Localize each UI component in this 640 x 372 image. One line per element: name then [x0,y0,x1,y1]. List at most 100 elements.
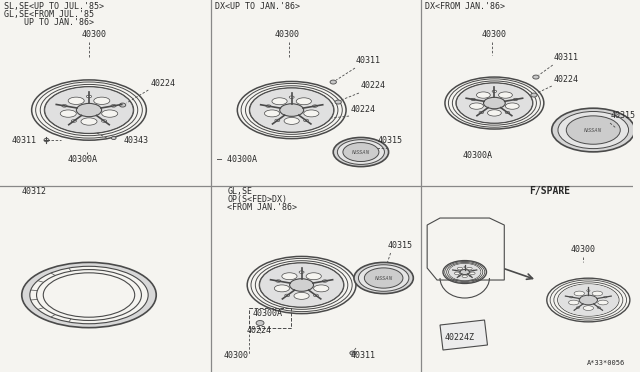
Ellipse shape [505,111,509,113]
Text: 40224: 40224 [361,81,386,90]
Ellipse shape [333,138,388,167]
Text: 40315: 40315 [610,111,635,120]
Ellipse shape [473,270,474,271]
Ellipse shape [597,307,600,308]
Ellipse shape [354,262,413,294]
Ellipse shape [513,98,518,100]
Ellipse shape [266,105,271,107]
Ellipse shape [76,103,102,117]
Text: <FROM JAN.'86>: <FROM JAN.'86> [227,203,298,212]
Ellipse shape [350,351,356,355]
Text: 40311: 40311 [12,136,37,145]
Ellipse shape [364,268,403,288]
Ellipse shape [506,103,519,109]
Text: A*33*0056: A*33*0056 [587,360,625,366]
Ellipse shape [479,111,484,113]
Ellipse shape [476,92,490,98]
Text: DX<FROM JAN.'86>: DX<FROM JAN.'86> [425,2,505,11]
Ellipse shape [449,264,481,280]
Text: NISSAN: NISSAN [352,150,370,154]
Ellipse shape [280,104,303,116]
Text: 40315: 40315 [378,136,403,145]
Ellipse shape [458,267,463,270]
Ellipse shape [568,300,579,305]
Ellipse shape [558,112,628,148]
Text: 40311: 40311 [554,53,579,62]
Ellipse shape [275,285,289,292]
Ellipse shape [272,98,287,105]
Text: 40300: 40300 [223,351,248,360]
Ellipse shape [314,294,319,296]
Ellipse shape [454,272,460,275]
Ellipse shape [532,75,539,79]
Text: 40224: 40224 [554,75,579,84]
Ellipse shape [483,97,505,109]
Ellipse shape [314,285,329,292]
Ellipse shape [94,97,110,105]
Ellipse shape [36,270,141,320]
Ellipse shape [290,279,314,291]
Ellipse shape [264,110,280,117]
Text: F/SPARE: F/SPARE [529,186,570,196]
Polygon shape [440,320,488,350]
Text: 40224: 40224 [246,326,271,335]
Ellipse shape [285,294,290,296]
Ellipse shape [323,280,327,282]
Ellipse shape [598,300,608,305]
Text: 40300A: 40300A [252,309,282,318]
Ellipse shape [460,269,470,275]
Ellipse shape [579,295,598,305]
Ellipse shape [256,321,264,326]
Ellipse shape [44,273,134,317]
Ellipse shape [462,275,467,278]
Ellipse shape [343,142,379,161]
Text: 40300: 40300 [481,30,506,39]
Ellipse shape [455,270,457,271]
Ellipse shape [587,290,590,292]
Text: 40224: 40224 [351,105,376,114]
Ellipse shape [45,87,132,133]
Text: 40311: 40311 [356,56,381,65]
Ellipse shape [22,262,156,328]
Ellipse shape [284,118,300,124]
Ellipse shape [62,105,67,107]
Text: 40311: 40311 [351,351,376,360]
Text: NISSAN: NISSAN [584,128,602,132]
Ellipse shape [111,137,116,140]
Ellipse shape [303,119,308,122]
Ellipse shape [467,267,472,270]
Ellipse shape [457,83,532,123]
Ellipse shape [102,120,107,122]
Ellipse shape [574,291,584,296]
Text: — 40300A: — 40300A [216,155,257,164]
Ellipse shape [583,306,593,311]
Ellipse shape [68,97,84,105]
Text: 40300: 40300 [275,30,300,39]
Ellipse shape [30,266,148,324]
Ellipse shape [335,100,341,104]
Ellipse shape [312,105,317,107]
Ellipse shape [120,103,126,107]
Ellipse shape [330,80,337,84]
Text: SL,SE<UP TO JUL.'85>: SL,SE<UP TO JUL.'85> [4,2,104,11]
Text: 40312: 40312 [22,187,47,196]
Text: 40315: 40315 [388,241,413,250]
Text: 40224Z: 40224Z [445,333,475,342]
Text: 40300: 40300 [570,245,596,254]
Ellipse shape [531,93,537,97]
Ellipse shape [111,105,116,107]
Ellipse shape [488,110,501,116]
Text: NISSAN: NISSAN [374,276,393,280]
Ellipse shape [470,103,483,109]
Ellipse shape [559,284,618,316]
Ellipse shape [604,296,607,298]
Ellipse shape [592,291,602,296]
Ellipse shape [275,119,280,122]
Ellipse shape [492,90,497,93]
Text: GL,SE: GL,SE [227,187,252,196]
Ellipse shape [304,110,319,117]
Text: DX<UP TO JAN.'86>: DX<UP TO JAN.'86> [214,2,300,11]
Ellipse shape [358,265,409,291]
Ellipse shape [471,98,476,100]
Ellipse shape [250,88,333,132]
